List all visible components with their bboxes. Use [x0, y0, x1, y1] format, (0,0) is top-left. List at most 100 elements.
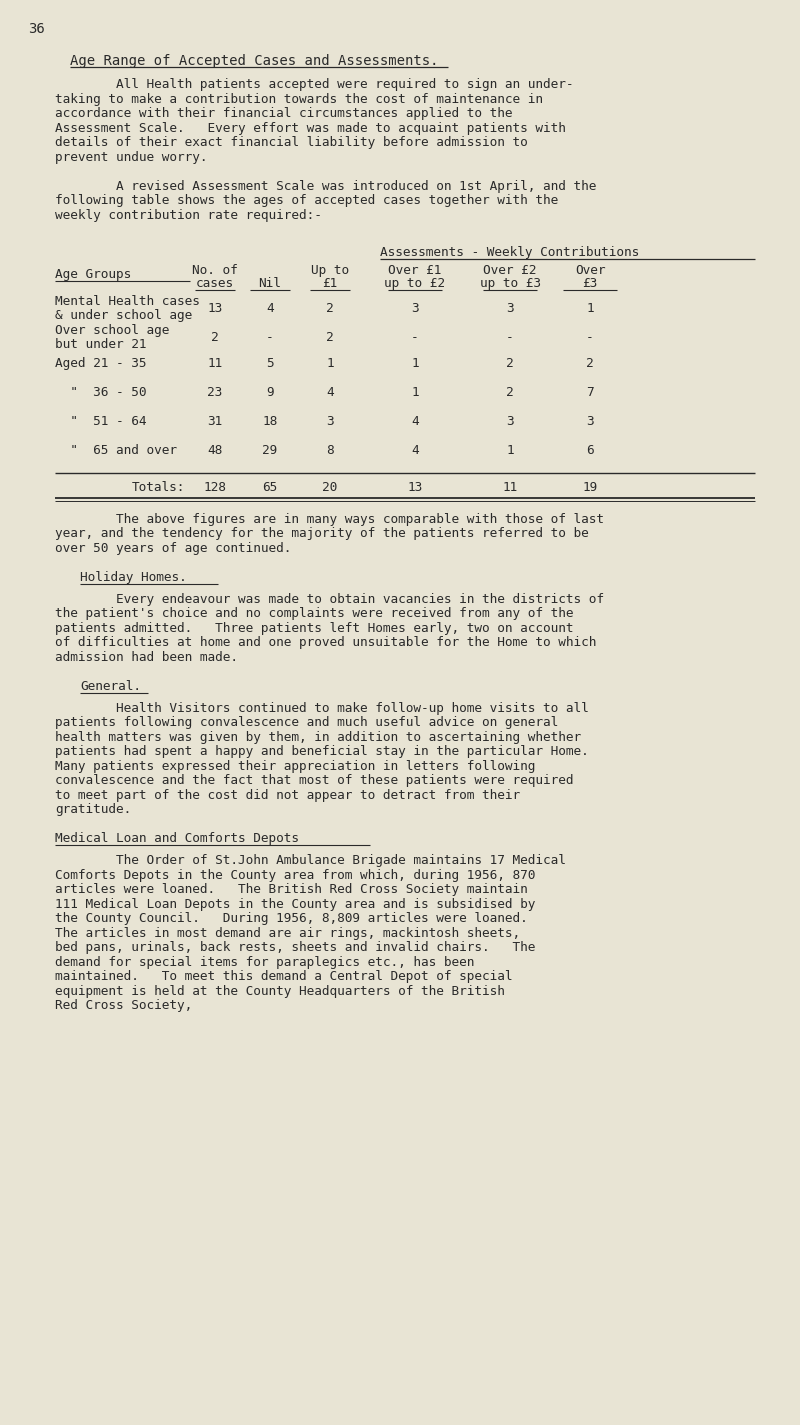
Text: Age Range of Accepted Cases and Assessments.: Age Range of Accepted Cases and Assessme… [70, 54, 438, 68]
Text: bed pans, urinals, back rests, sheets and invalid chairs.   The: bed pans, urinals, back rests, sheets an… [55, 940, 535, 955]
Text: the patient's choice and no complaints were received from any of the: the patient's choice and no complaints w… [55, 607, 574, 620]
Text: patients following convalescence and much useful advice on general: patients following convalescence and muc… [55, 717, 558, 730]
Text: 1: 1 [326, 358, 334, 370]
Text: 11: 11 [207, 358, 222, 370]
Text: 48: 48 [207, 445, 222, 457]
Text: 3: 3 [506, 302, 514, 315]
Text: Holiday Homes.: Holiday Homes. [80, 570, 186, 584]
Text: 2: 2 [506, 358, 514, 370]
Text: Every endeavour was made to obtain vacancies in the districts of: Every endeavour was made to obtain vacan… [55, 593, 604, 606]
Text: Over £1: Over £1 [388, 264, 442, 278]
Text: Over school age: Over school age [55, 323, 170, 336]
Text: -: - [506, 331, 514, 343]
Text: The above figures are in many ways comparable with those of last: The above figures are in many ways compa… [55, 513, 604, 526]
Text: 31: 31 [207, 415, 222, 427]
Text: 18: 18 [262, 415, 278, 427]
Text: patients had spent a happy and beneficial stay in the particular Home.: patients had spent a happy and beneficia… [55, 745, 589, 758]
Text: 111 Medical Loan Depots in the County area and is subsidised by: 111 Medical Loan Depots in the County ar… [55, 898, 535, 911]
Text: 13: 13 [407, 480, 422, 493]
Text: -: - [586, 331, 594, 343]
Text: equipment is held at the County Headquarters of the British: equipment is held at the County Headquar… [55, 985, 505, 998]
Text: articles were loaned.   The British Red Cross Society maintain: articles were loaned. The British Red Cr… [55, 884, 528, 896]
Text: accordance with their financial circumstances applied to the: accordance with their financial circumst… [55, 107, 513, 120]
Text: & under school age: & under school age [55, 309, 192, 322]
Text: "  65 and over: " 65 and over [55, 445, 177, 457]
Text: of difficulties at home and one proved unsuitable for the Home to which: of difficulties at home and one proved u… [55, 636, 596, 650]
Text: prevent undue worry.: prevent undue worry. [55, 151, 207, 164]
Text: -: - [266, 331, 274, 343]
Text: the County Council.   During 1956, 8,809 articles were loaned.: the County Council. During 1956, 8,809 a… [55, 912, 528, 925]
Text: 2: 2 [506, 386, 514, 399]
Text: 1: 1 [411, 386, 419, 399]
Text: Comforts Depots in the County area from which, during 1956, 870: Comforts Depots in the County area from … [55, 869, 535, 882]
Text: health matters was given by them, in addition to ascertaining whether: health matters was given by them, in add… [55, 731, 581, 744]
Text: year, and the tendency for the majority of the patients referred to be: year, and the tendency for the majority … [55, 527, 589, 540]
Text: 29: 29 [262, 445, 278, 457]
Text: maintained.   To meet this demand a Central Depot of special: maintained. To meet this demand a Centra… [55, 970, 513, 983]
Text: Nil: Nil [258, 276, 282, 289]
Text: 5: 5 [266, 358, 274, 370]
Text: Totals:: Totals: [132, 480, 185, 493]
Text: taking to make a contribution towards the cost of maintenance in: taking to make a contribution towards th… [55, 93, 543, 105]
Text: Age Groups: Age Groups [55, 268, 131, 281]
Text: 2: 2 [326, 302, 334, 315]
Text: General.: General. [80, 680, 141, 693]
Text: -: - [411, 331, 419, 343]
Text: The Order of St.John Ambulance Brigade maintains 17 Medical: The Order of St.John Ambulance Brigade m… [55, 854, 566, 868]
Text: up to £3: up to £3 [479, 276, 541, 289]
Text: 8: 8 [326, 445, 334, 457]
Text: 1: 1 [411, 358, 419, 370]
Text: over 50 years of age continued.: over 50 years of age continued. [55, 542, 291, 554]
Text: Aged 21 - 35: Aged 21 - 35 [55, 358, 146, 370]
Text: 2: 2 [586, 358, 594, 370]
Text: 7: 7 [586, 386, 594, 399]
Text: convalescence and the fact that most of these patients were required: convalescence and the fact that most of … [55, 774, 574, 787]
Text: Over: Over [574, 264, 606, 278]
Text: £3: £3 [582, 276, 598, 289]
Text: patients admitted.   Three patients left Homes early, two on account: patients admitted. Three patients left H… [55, 621, 574, 634]
Text: 65: 65 [262, 480, 278, 493]
Text: 13: 13 [207, 302, 222, 315]
Text: £1: £1 [322, 276, 338, 289]
Text: No. of: No. of [192, 264, 238, 278]
Text: 9: 9 [266, 386, 274, 399]
Text: up to £2: up to £2 [385, 276, 446, 289]
Text: 19: 19 [582, 480, 598, 493]
Text: 6: 6 [586, 445, 594, 457]
Text: Up to: Up to [311, 264, 349, 278]
Text: 4: 4 [411, 445, 419, 457]
Text: 1: 1 [586, 302, 594, 315]
Text: Health Visitors continued to make follow-up home visits to all: Health Visitors continued to make follow… [55, 701, 589, 715]
Text: 2: 2 [326, 331, 334, 343]
Text: "  51 - 64: " 51 - 64 [55, 415, 146, 427]
Text: 128: 128 [203, 480, 226, 493]
Text: 1: 1 [506, 445, 514, 457]
Text: Assessment Scale.   Every effort was made to acquaint patients with: Assessment Scale. Every effort was made … [55, 121, 566, 134]
Text: 3: 3 [506, 415, 514, 427]
Text: 4: 4 [411, 415, 419, 427]
Text: Medical Loan and Comforts Depots: Medical Loan and Comforts Depots [55, 832, 299, 845]
Text: All Health patients accepted were required to sign an under-: All Health patients accepted were requir… [55, 78, 574, 91]
Text: admission had been made.: admission had been made. [55, 651, 238, 664]
Text: following table shows the ages of accepted cases together with the: following table shows the ages of accept… [55, 194, 558, 207]
Text: 3: 3 [411, 302, 419, 315]
Text: "  36 - 50: " 36 - 50 [55, 386, 146, 399]
Text: A revised Assessment Scale was introduced on 1st April, and the: A revised Assessment Scale was introduce… [55, 180, 596, 192]
Text: Red Cross Society,: Red Cross Society, [55, 999, 192, 1012]
Text: demand for special items for paraplegics etc., has been: demand for special items for paraplegics… [55, 956, 474, 969]
Text: 23: 23 [207, 386, 222, 399]
Text: The articles in most demand are air rings, mackintosh sheets,: The articles in most demand are air ring… [55, 926, 520, 939]
Text: 3: 3 [326, 415, 334, 427]
Text: Over £2: Over £2 [483, 264, 537, 278]
Text: 11: 11 [502, 480, 518, 493]
Text: weekly contribution rate required:-: weekly contribution rate required:- [55, 208, 322, 221]
Text: but under 21: but under 21 [55, 338, 146, 351]
Text: 36: 36 [28, 21, 45, 36]
Text: Mental Health cases: Mental Health cases [55, 295, 200, 308]
Text: to meet part of the cost did not appear to detract from their: to meet part of the cost did not appear … [55, 788, 520, 802]
Text: 20: 20 [322, 480, 338, 493]
Text: details of their exact financial liability before admission to: details of their exact financial liabili… [55, 135, 528, 150]
Text: cases: cases [196, 276, 234, 289]
Text: 3: 3 [586, 415, 594, 427]
Text: Many patients expressed their appreciation in letters following: Many patients expressed their appreciati… [55, 760, 535, 772]
